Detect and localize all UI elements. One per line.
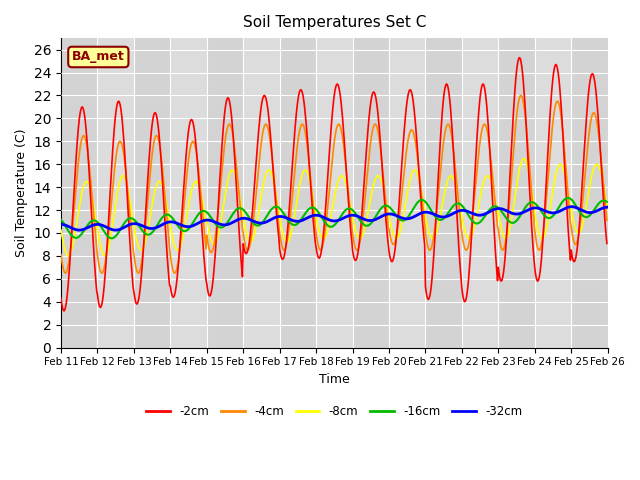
Legend: -2cm, -4cm, -8cm, -16cm, -32cm: -2cm, -4cm, -8cm, -16cm, -32cm — [141, 400, 527, 422]
X-axis label: Time: Time — [319, 373, 349, 386]
Bar — [571, 38, 607, 348]
Bar — [426, 38, 462, 348]
Bar — [61, 38, 97, 348]
Bar — [134, 38, 170, 348]
Y-axis label: Soil Temperature (C): Soil Temperature (C) — [15, 129, 28, 257]
Text: BA_met: BA_met — [72, 50, 125, 63]
Bar — [280, 38, 316, 348]
Bar — [499, 38, 535, 348]
Title: Soil Temperatures Set C: Soil Temperatures Set C — [243, 15, 426, 30]
Bar — [353, 38, 389, 348]
Bar — [207, 38, 243, 348]
